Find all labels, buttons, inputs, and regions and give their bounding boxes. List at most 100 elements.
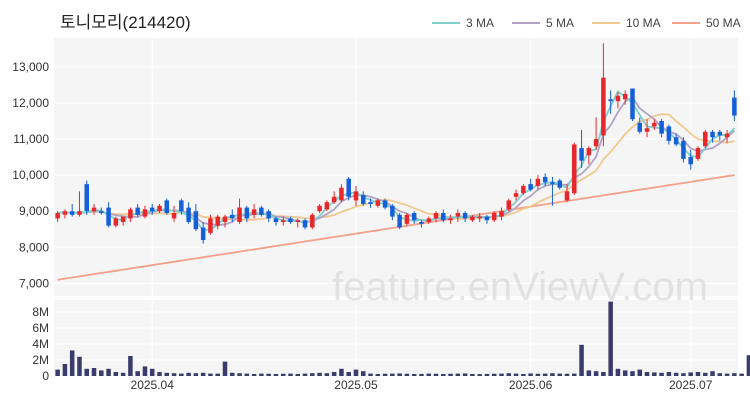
volume-bar [164, 372, 170, 376]
legend-label: 3 MA [466, 16, 494, 30]
legend-item: 50 MA [672, 16, 741, 30]
volume-bar [688, 372, 693, 376]
volume-bar [113, 372, 119, 376]
volume-bar [186, 372, 191, 376]
volume-bar [302, 373, 308, 376]
candle [120, 216, 126, 226]
candle [419, 220, 424, 228]
candle-body [375, 200, 381, 206]
candle-body [644, 128, 650, 132]
volume-bar [681, 373, 686, 376]
candle [91, 203, 97, 215]
candle-body [695, 148, 701, 159]
volume-bar [652, 372, 657, 376]
candle [200, 222, 206, 244]
candle-body [339, 187, 344, 201]
candle [302, 218, 308, 230]
candle [259, 205, 264, 217]
candle [732, 90, 737, 121]
volume-bar [339, 368, 344, 376]
candle-body [142, 209, 148, 217]
legend-item: 5 MA [512, 16, 574, 30]
candle-body [433, 213, 439, 219]
candle-body [448, 218, 453, 221]
candle [513, 189, 519, 201]
candle [637, 117, 643, 134]
axes: 7,000 8,000 9,000 10,000 11,000 12,000 13,000 0… [12, 60, 712, 392]
candle [557, 178, 562, 190]
candle-body [353, 191, 359, 201]
volume-bar [368, 373, 373, 376]
volume-bar [382, 373, 388, 376]
watermark: feature.enViewV.com [332, 265, 708, 309]
volume-bar [622, 370, 628, 376]
candle-body [528, 184, 533, 190]
candle [710, 130, 715, 143]
legend-item: 10 MA [592, 16, 661, 30]
volume-bar [630, 371, 635, 376]
date-tick-label: 2025.06 [509, 378, 553, 392]
volume-bar [448, 373, 453, 376]
volume-bar [484, 373, 490, 376]
candle [142, 205, 148, 219]
volume-bar [135, 371, 140, 376]
candle-body [266, 211, 271, 219]
volume-bar [564, 373, 570, 376]
volume-bar [222, 361, 228, 376]
candle [55, 211, 60, 223]
candle-body [368, 202, 373, 204]
volume-bar [230, 372, 235, 376]
volume-bar [491, 373, 497, 376]
date-tick-label: 2025.04 [131, 378, 175, 392]
candle-body [397, 214, 402, 228]
candle-body [171, 213, 177, 219]
volume-bar [695, 372, 701, 376]
candle [171, 205, 177, 223]
candle [280, 216, 286, 226]
price-panel [54, 38, 738, 296]
candle [528, 178, 533, 192]
candle-body [550, 182, 555, 185]
candle [149, 203, 155, 215]
moving-averages [57, 90, 736, 281]
candle-body [710, 131, 715, 138]
ma-10-line [57, 113, 735, 221]
candle-body [84, 184, 90, 212]
candle-body [666, 126, 672, 141]
price-tick-label: 8,000 [19, 240, 49, 254]
volume-bar [375, 374, 381, 376]
volume-tick-label: 4M [32, 337, 49, 351]
candle-body [69, 211, 75, 215]
candle [244, 205, 250, 223]
candle-body [659, 120, 664, 134]
candle-body [120, 216, 126, 223]
candle [491, 211, 497, 223]
volume-bar [433, 373, 439, 376]
volume-bar [521, 374, 526, 376]
candle [411, 211, 417, 224]
volume-bar [572, 373, 577, 376]
volume-bar [615, 368, 621, 376]
candle-body [215, 216, 220, 226]
volume-bar [441, 374, 446, 376]
volume-bar [280, 373, 286, 376]
candle-body [55, 213, 60, 219]
volume-bar [528, 373, 533, 376]
volume-bar [557, 373, 562, 376]
candle [622, 90, 628, 105]
candle [113, 216, 119, 228]
candle-body [230, 214, 235, 219]
candle [521, 184, 526, 195]
volume-bar [426, 373, 432, 376]
candle-body [717, 131, 723, 136]
candle [128, 207, 133, 223]
candle-body [346, 178, 351, 197]
candle-body [128, 209, 133, 219]
chart-title: 토니모리(214420) [60, 13, 191, 32]
legend-label: 5 MA [546, 16, 574, 30]
candle [688, 149, 693, 170]
candle [506, 198, 512, 212]
candle-body [251, 209, 257, 215]
candle-body [470, 216, 475, 221]
candle [586, 146, 592, 165]
